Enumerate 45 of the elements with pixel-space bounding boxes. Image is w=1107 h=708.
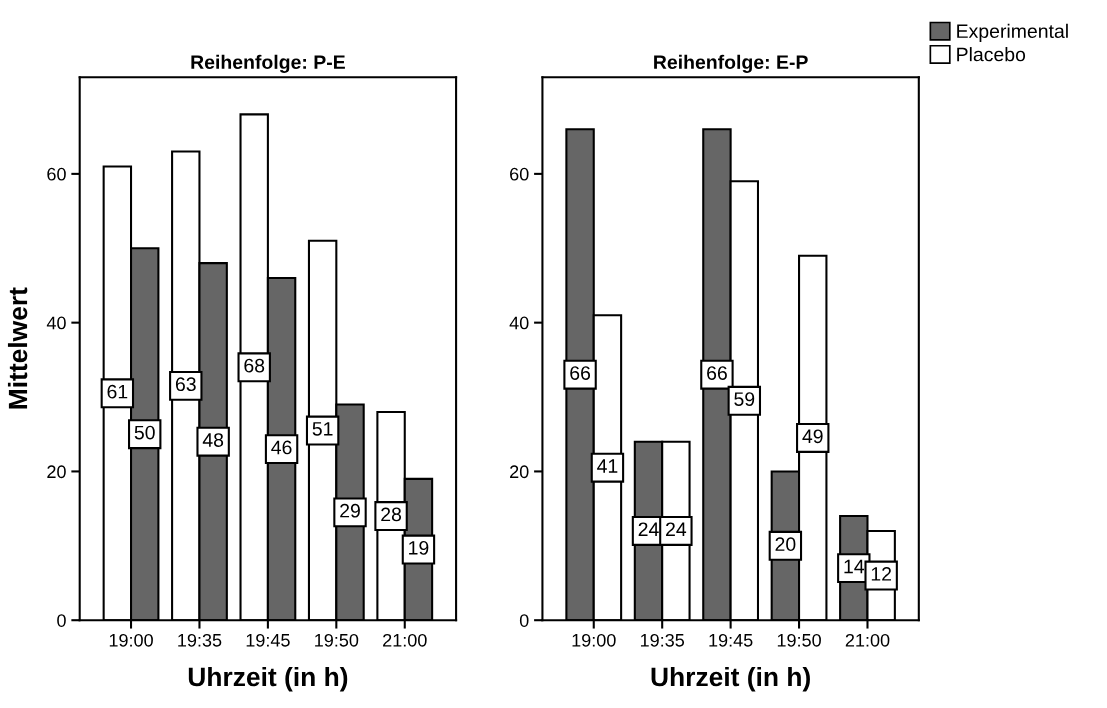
data-label: 24 — [638, 522, 659, 536]
data-label: 20 — [775, 537, 796, 552]
y-tick-label: 60 — [47, 167, 66, 181]
x-tick-label: 19:35 — [640, 633, 685, 647]
data-label: 50 — [134, 425, 155, 440]
data-label: 66 — [707, 366, 727, 380]
x-tick-label: 21:00 — [383, 633, 427, 647]
y-tick-label: 0 — [519, 614, 529, 627]
y-tick-label: 40 — [509, 316, 529, 330]
data-label: 12 — [871, 567, 892, 581]
data-label: 49 — [802, 429, 823, 444]
data-label: 14 — [844, 559, 865, 574]
data-label: 61 — [107, 384, 128, 399]
y-tick-label: 40 — [46, 316, 66, 330]
x-tick-label: 19:00 — [109, 633, 153, 647]
chart-title: Reihenfolge: E-P — [654, 54, 808, 73]
legend-label: Placebo — [957, 47, 1026, 62]
data-label: 28 — [381, 507, 402, 522]
x-tick-label: 19:35 — [178, 633, 222, 647]
data-label: 24 — [666, 522, 687, 536]
legend-label: Experimental — [957, 23, 1068, 42]
x-tick-label: 19:50 — [315, 633, 359, 647]
x-axis-title: Uhrzeit (in h) — [651, 666, 810, 692]
data-label: 48 — [202, 433, 224, 447]
y-axis-title: Mittelwert — [7, 287, 28, 409]
data-label: 51 — [312, 422, 333, 436]
x-tick-label: 19:45 — [709, 633, 753, 647]
x-tick-label: 19:45 — [246, 633, 290, 647]
data-label: 29 — [340, 503, 360, 518]
data-label: 19 — [409, 540, 429, 555]
data-label: 41 — [597, 459, 618, 473]
x-tick-label: 19:00 — [572, 633, 616, 647]
data-label: 66 — [570, 366, 591, 380]
data-label: 63 — [175, 377, 196, 392]
x-axis-title: Uhrzeit (in h) — [188, 666, 348, 692]
data-label: 59 — [734, 392, 755, 406]
x-tick-label: 19:50 — [777, 633, 821, 647]
y-tick-label: 0 — [57, 614, 66, 627]
y-tick-label: 20 — [510, 465, 529, 479]
y-tick-label: 20 — [47, 465, 66, 479]
data-label: 68 — [244, 358, 265, 373]
chart-title: Reihenfolge: P-E — [191, 54, 345, 73]
x-tick-label: 21:00 — [845, 633, 890, 647]
y-tick-label: 60 — [510, 167, 529, 181]
data-label: 46 — [271, 440, 292, 455]
